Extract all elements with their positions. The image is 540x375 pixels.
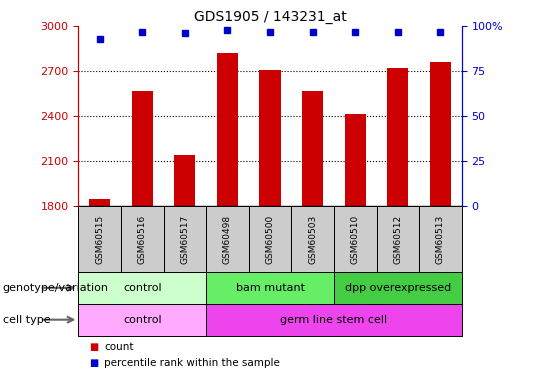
Text: ■: ■ (89, 358, 98, 368)
Bar (78, 206, 121, 272)
Text: bam mutant: bam mutant (235, 283, 305, 293)
Text: GSM60512: GSM60512 (393, 214, 402, 264)
Text: dpp overexpressed: dpp overexpressed (345, 283, 451, 293)
Bar (430, 62, 451, 206)
Text: genotype/variation: genotype/variation (3, 283, 109, 293)
Bar (376, 206, 419, 272)
Bar (89, 200, 110, 206)
Bar (249, 206, 291, 272)
Bar (132, 91, 153, 206)
Text: germ line stem cell: germ line stem cell (280, 315, 388, 325)
Text: ■: ■ (89, 342, 98, 352)
Bar (164, 206, 206, 272)
Text: control: control (123, 283, 161, 293)
Text: GSM60517: GSM60517 (180, 214, 190, 264)
Text: GSM60510: GSM60510 (350, 214, 360, 264)
Text: GSM60515: GSM60515 (95, 214, 104, 264)
Bar (291, 206, 334, 272)
Bar (121, 206, 164, 272)
Text: GSM60513: GSM60513 (436, 214, 445, 264)
Bar (78, 304, 206, 336)
Bar (334, 272, 462, 304)
Bar (206, 206, 249, 272)
Title: GDS1905 / 143231_at: GDS1905 / 143231_at (194, 10, 346, 24)
Bar (334, 206, 376, 272)
Bar (78, 272, 206, 304)
Bar (206, 272, 334, 304)
Bar (259, 70, 281, 206)
Text: control: control (123, 315, 161, 325)
Text: cell type: cell type (3, 315, 50, 325)
Text: GSM60498: GSM60498 (223, 214, 232, 264)
Text: percentile rank within the sample: percentile rank within the sample (104, 358, 280, 368)
Text: GSM60503: GSM60503 (308, 214, 317, 264)
Bar (206, 304, 462, 336)
Bar (419, 206, 462, 272)
Bar (302, 91, 323, 206)
Text: GSM60500: GSM60500 (266, 214, 274, 264)
Bar (345, 114, 366, 206)
Bar (174, 155, 195, 206)
Text: GSM60516: GSM60516 (138, 214, 147, 264)
Bar (217, 53, 238, 206)
Text: count: count (104, 342, 134, 352)
Bar (387, 68, 408, 206)
